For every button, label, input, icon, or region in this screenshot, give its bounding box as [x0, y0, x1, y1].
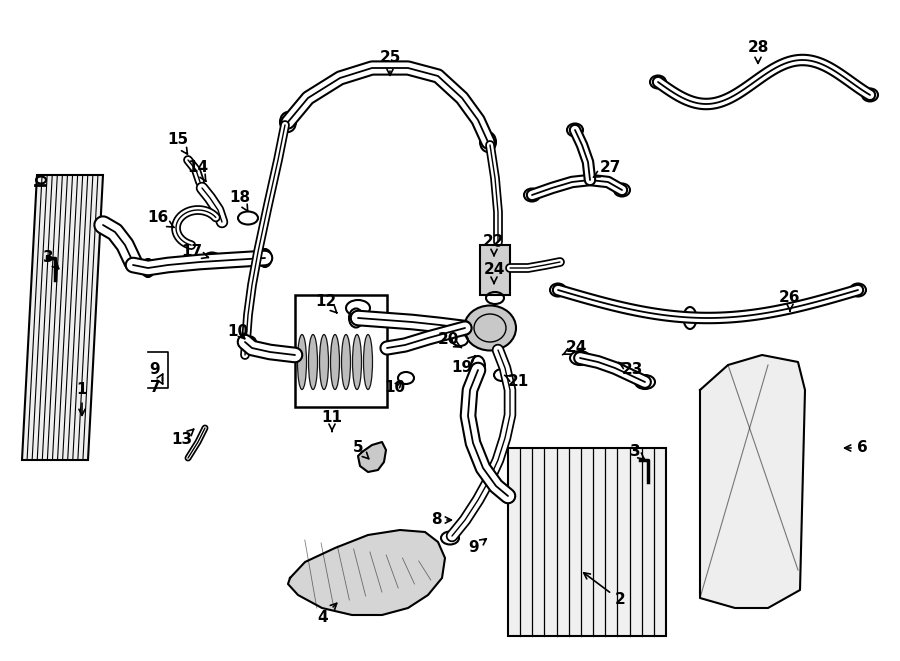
- Text: 13: 13: [171, 429, 194, 447]
- Text: 7: 7: [149, 374, 163, 395]
- Text: 3: 3: [42, 251, 58, 269]
- Ellipse shape: [330, 334, 339, 389]
- Polygon shape: [358, 442, 386, 472]
- Text: 16: 16: [148, 210, 174, 227]
- Text: 10: 10: [228, 325, 248, 340]
- Text: 9: 9: [149, 362, 163, 384]
- Text: 1: 1: [76, 383, 87, 415]
- Bar: [508, 448, 666, 636]
- Ellipse shape: [298, 334, 307, 389]
- Text: 21: 21: [505, 375, 528, 389]
- Text: 11: 11: [321, 410, 343, 431]
- Text: 23: 23: [618, 362, 643, 377]
- Text: 22: 22: [483, 235, 505, 256]
- Text: 6: 6: [844, 440, 868, 455]
- Text: 28: 28: [747, 40, 769, 63]
- Text: 17: 17: [182, 245, 209, 260]
- Text: 15: 15: [167, 132, 189, 154]
- Bar: [295, 295, 387, 407]
- Ellipse shape: [464, 305, 516, 350]
- Polygon shape: [700, 355, 805, 608]
- Text: 24: 24: [562, 340, 587, 356]
- Text: 19: 19: [452, 356, 475, 375]
- Text: 12: 12: [315, 295, 337, 313]
- Text: 20: 20: [437, 332, 462, 348]
- Text: 25: 25: [379, 50, 400, 75]
- Text: 18: 18: [230, 190, 250, 212]
- Text: 3: 3: [630, 444, 645, 460]
- Text: 27: 27: [593, 161, 621, 177]
- Polygon shape: [22, 175, 103, 460]
- Polygon shape: [288, 530, 445, 615]
- Text: 10: 10: [384, 381, 406, 395]
- Ellipse shape: [320, 334, 328, 389]
- Text: 5: 5: [353, 440, 369, 459]
- Text: 26: 26: [779, 290, 801, 311]
- Ellipse shape: [353, 334, 362, 389]
- Text: 14: 14: [187, 161, 209, 181]
- Bar: [480, 245, 510, 295]
- Text: 24: 24: [483, 262, 505, 284]
- Text: 9: 9: [469, 539, 486, 555]
- Ellipse shape: [341, 334, 350, 389]
- Text: 4: 4: [318, 603, 337, 625]
- Text: 2: 2: [584, 573, 626, 607]
- Text: 8: 8: [431, 512, 452, 527]
- Ellipse shape: [364, 334, 373, 389]
- Ellipse shape: [309, 334, 318, 389]
